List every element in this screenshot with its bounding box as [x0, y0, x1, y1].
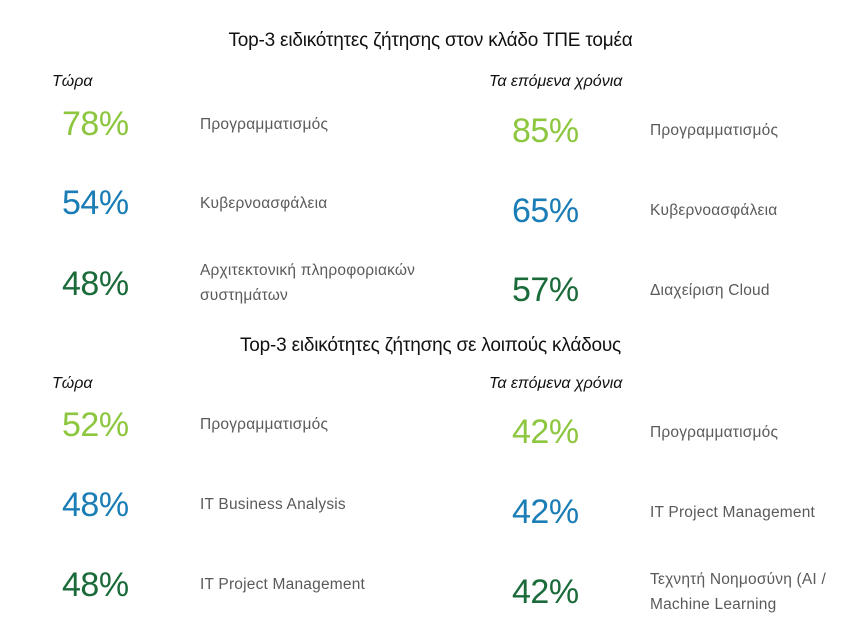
ict-next-percent-3: 57% [512, 271, 579, 309]
other-now-label-2: IT Business Analysis [200, 496, 346, 513]
other-next-label-1: Προγραμματισμός [650, 424, 779, 441]
other-now-percent-1: 52% [62, 406, 129, 444]
section-other-title: Top-3 ειδικότητες ζήτησης σε λοιπούς κλά… [239, 335, 622, 356]
ict-next-label-2: Κυβερνοασφάλεια [650, 202, 778, 219]
ict-next-percent-2: 65% [512, 192, 579, 230]
other-next-label-2: IT Project Management [650, 504, 816, 521]
ict-next-heading: Τα επόμενα χρόνια [489, 73, 623, 90]
other-next-percent-2: 42% [512, 493, 579, 531]
ict-now-percent-1: 78% [62, 105, 129, 143]
ict-now-label-3: Αρχιτεκτονική πληροφοριακών συστημάτων [200, 262, 416, 304]
ict-now-label-1: Προγραμματισμός [200, 116, 329, 133]
other-now-label-1: Προγραμματισμός [200, 416, 329, 433]
other-now-label-3: IT Project Management [200, 576, 366, 593]
other-now-percent-3: 48% [62, 566, 129, 604]
ict-next-label-1: Προγραμματισμός [650, 122, 779, 139]
ict-now-heading: Τώρα [52, 73, 93, 90]
ict-now-percent-2: 54% [62, 184, 129, 222]
ict-next-percent-1: 85% [512, 112, 579, 150]
other-now-heading: Τώρα [52, 375, 93, 392]
ict-now-label-2: Κυβερνοασφάλεια [200, 195, 328, 212]
other-next-label-3: Τεχνητή Νοημοσύνη (AI / Machine Learning [650, 571, 826, 613]
section-ict-title: Top-3 ειδικότητες ζήτησης στον κλάδο ΤΠΕ… [228, 30, 633, 51]
ict-now-percent-3: 48% [62, 265, 129, 303]
other-next-heading: Τα επόμενα χρόνια [489, 375, 623, 392]
other-next-percent-1: 42% [512, 413, 579, 451]
other-now-percent-2: 48% [62, 486, 129, 524]
other-next-percent-3: 42% [512, 573, 579, 611]
ict-next-label-3: Διαχείριση Cloud [650, 282, 770, 299]
